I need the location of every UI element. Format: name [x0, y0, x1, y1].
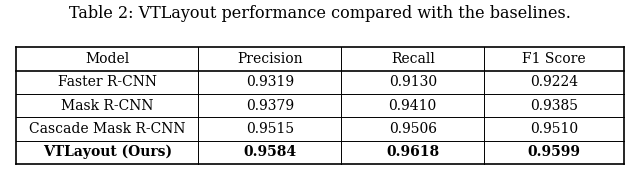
Text: 0.9510: 0.9510 [530, 122, 578, 136]
Text: 0.9319: 0.9319 [246, 75, 294, 89]
Text: F1 Score: F1 Score [522, 52, 586, 66]
Text: 0.9599: 0.9599 [527, 145, 580, 159]
Text: Table 2: VTLayout performance compared with the baselines.: Table 2: VTLayout performance compared w… [69, 5, 571, 22]
Text: Recall: Recall [391, 52, 435, 66]
Text: Model: Model [85, 52, 129, 66]
Text: 0.9130: 0.9130 [388, 75, 436, 89]
Text: 0.9224: 0.9224 [530, 75, 578, 89]
Text: 0.9410: 0.9410 [388, 99, 437, 113]
Text: VTLayout (Ours): VTLayout (Ours) [43, 145, 172, 160]
Text: Cascade Mask R-CNN: Cascade Mask R-CNN [29, 122, 186, 136]
Text: 0.9618: 0.9618 [386, 145, 439, 159]
Text: Faster R-CNN: Faster R-CNN [58, 75, 157, 89]
Text: 0.9379: 0.9379 [246, 99, 294, 113]
Text: 0.9385: 0.9385 [530, 99, 578, 113]
Text: Precision: Precision [237, 52, 303, 66]
Text: 0.9506: 0.9506 [388, 122, 436, 136]
Text: 0.9584: 0.9584 [243, 145, 296, 159]
Text: 0.9515: 0.9515 [246, 122, 294, 136]
Text: Mask R-CNN: Mask R-CNN [61, 99, 154, 113]
